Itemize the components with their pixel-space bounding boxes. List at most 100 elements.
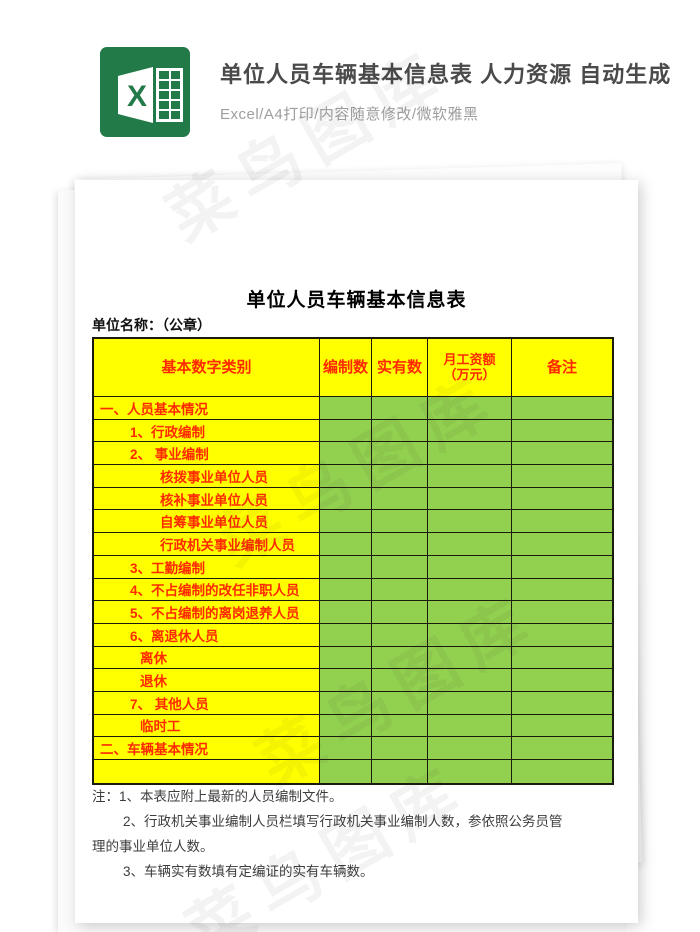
- table-cell-actual: [372, 714, 428, 738]
- table-cell-remarks: [512, 465, 612, 488]
- table-cell-remarks: [512, 691, 612, 715]
- header-titles: 单位人员车辆基本信息表 人力资源 自动生成 Excel/A4打印/内容随意修改/…: [220, 57, 690, 124]
- table-cell-actual: [372, 487, 428, 511]
- table-row: 7、 其他人员: [94, 691, 612, 715]
- table-cell-authorized: [320, 510, 372, 534]
- table-cell-salary: [428, 691, 512, 715]
- table-cell-actual: [372, 510, 428, 534]
- header: X 单位人员车辆基本信息表 人力资源 自动生成 Excel/A4打印/内容随意修…: [0, 0, 700, 160]
- table-row: 二、车辆基本情况: [94, 737, 612, 760]
- table-cell-remarks: [512, 555, 612, 579]
- table-cell-authorized: [320, 601, 372, 624]
- row-label: 6、离退休人员: [94, 623, 320, 647]
- table-row: [94, 760, 612, 783]
- page-title: 单位人员车辆基本信息表 人力资源 自动生成: [220, 62, 672, 87]
- document-title: 单位人员车辆基本信息表: [246, 290, 467, 311]
- svg-text:X: X: [127, 80, 147, 113]
- notes: 注：1、本表应附上最新的人员编制文件。 2、行政机关事业编制人员栏填写行政机关事…: [92, 784, 572, 884]
- table-row: 1、行政编制: [94, 419, 612, 443]
- table-cell-remarks: [512, 442, 612, 466]
- table-cell-actual: [372, 623, 428, 647]
- table-cell-salary: [428, 465, 512, 488]
- note-line-1: 注：1、本表应附上最新的人员编制文件。: [92, 789, 343, 804]
- row-label: 1、行政编制: [94, 419, 320, 443]
- table-cell-remarks: [512, 737, 612, 760]
- table-cell-remarks: [512, 419, 612, 443]
- table-cell-remarks: [512, 397, 612, 420]
- table-cell-salary: [428, 714, 512, 738]
- table-cell-actual: [372, 601, 428, 624]
- row-label: 核补事业单位人员: [94, 487, 320, 511]
- page-subtitle: Excel/A4打印/内容随意修改/微软雅黑: [220, 106, 479, 123]
- table-cell-actual: [372, 533, 428, 556]
- table-header-row: 基本数字类别 编制数 实有数 月工资额 （万元） 备注: [94, 339, 612, 397]
- table-cell-remarks: [512, 669, 612, 692]
- row-label: 核拨事业单位人员: [94, 465, 320, 488]
- table-cell-authorized: [320, 555, 372, 579]
- table-cell-actual: [372, 397, 428, 420]
- table-cell-actual: [372, 760, 428, 783]
- row-label: 自筹事业单位人员: [94, 510, 320, 534]
- row-label: 退休: [94, 669, 320, 692]
- table-row: 行政机关事业编制人员: [94, 533, 612, 556]
- row-label: 二、车辆基本情况: [94, 737, 320, 760]
- table-row: 自筹事业单位人员: [94, 510, 612, 534]
- info-table: 基本数字类别 编制数 实有数 月工资额 （万元） 备注 一、人员基本情况 1、行…: [92, 337, 614, 785]
- excel-icon-graphic: X: [100, 47, 190, 137]
- row-label: [94, 760, 320, 783]
- table-cell-salary: [428, 760, 512, 783]
- table-cell-actual: [372, 419, 428, 443]
- table-row: 3、工勤编制: [94, 555, 612, 579]
- table-cell-remarks: [512, 601, 612, 624]
- table-row: 离休: [94, 646, 612, 670]
- table-cell-actual: [372, 555, 428, 579]
- table-cell-authorized: [320, 669, 372, 692]
- row-label: 一、人员基本情况: [94, 397, 320, 420]
- excel-icon: X: [100, 47, 190, 137]
- table-cell-authorized: [320, 646, 372, 670]
- row-label: 2、 事业编制: [94, 442, 320, 466]
- table-cell-salary: [428, 623, 512, 647]
- table-cell-authorized: [320, 397, 372, 420]
- table-cell-salary: [428, 442, 512, 466]
- table-cell-salary: [428, 555, 512, 579]
- table-row: 6、离退休人员: [94, 623, 612, 647]
- row-label: 5、不占编制的离岗退养人员: [94, 601, 320, 624]
- row-label: 临时工: [94, 714, 320, 738]
- table-cell-actual: [372, 465, 428, 488]
- table-cell-authorized: [320, 465, 372, 488]
- table-cell-remarks: [512, 646, 612, 670]
- table-cell-actual: [372, 737, 428, 760]
- table-cell-salary: [428, 737, 512, 760]
- table-cell-remarks: [512, 510, 612, 534]
- table-cell-actual: [372, 691, 428, 715]
- table-cell-authorized: [320, 691, 372, 715]
- document-page[interactable]: 单位人员车辆基本信息表 单位名称：（公章） 基本数字类别 编制数 实有数 月工资…: [75, 180, 638, 923]
- table-cell-salary: [428, 601, 512, 624]
- table-row: 一、人员基本情况: [94, 397, 612, 420]
- table-cell-remarks: [512, 487, 612, 511]
- table-cell-actual: [372, 578, 428, 602]
- table-cell-salary: [428, 669, 512, 692]
- column-header-actual: 实有数: [372, 339, 428, 397]
- table-cell-authorized: [320, 419, 372, 443]
- table-cell-salary: [428, 419, 512, 443]
- table-cell-salary: [428, 533, 512, 556]
- table-cell-remarks: [512, 578, 612, 602]
- table-row: 核拨事业单位人员: [94, 465, 612, 488]
- table-cell-authorized: [320, 714, 372, 738]
- table-cell-salary: [428, 487, 512, 511]
- table-cell-authorized: [320, 487, 372, 511]
- table-body: 一、人员基本情况 1、行政编制 2、 事业编制 核拨事业单位人员 核补事业单位人…: [94, 397, 612, 783]
- table-cell-actual: [372, 669, 428, 692]
- table-row: 2、 事业编制: [94, 442, 612, 466]
- row-label: 7、 其他人员: [94, 691, 320, 715]
- row-label: 4、不占编制的改任非职人员: [94, 578, 320, 602]
- table-row: 5、不占编制的离岗退养人员: [94, 601, 612, 624]
- column-header-remarks: 备注: [512, 339, 612, 397]
- table-cell-actual: [372, 442, 428, 466]
- table-cell-remarks: [512, 533, 612, 556]
- table-cell-remarks: [512, 714, 612, 738]
- table-cell-actual: [372, 646, 428, 670]
